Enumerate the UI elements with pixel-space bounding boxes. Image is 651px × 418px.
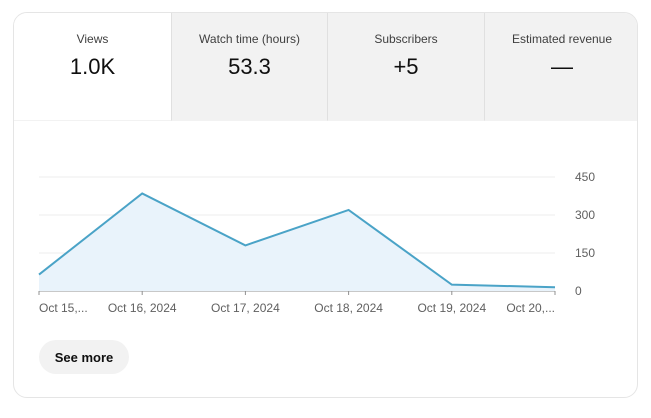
tab-subscribers-value: +5 xyxy=(393,54,419,79)
tab-views[interactable]: Views 1.0K xyxy=(14,13,171,121)
analytics-card: Views 1.0K Watch time (hours) 53.3 Subsc… xyxy=(13,12,638,398)
x-tick-label: Oct 20,... xyxy=(506,301,555,315)
views-line xyxy=(38,192,556,289)
see-more-button[interactable]: See more xyxy=(39,340,129,374)
tab-subscribers-label: Subscribers xyxy=(374,32,438,46)
x-tick-label: Oct 15,... xyxy=(39,301,88,315)
tab-subscribers[interactable]: Subscribers +5 xyxy=(327,13,484,121)
tab-views-label: Views xyxy=(76,32,109,46)
tab-watch-time-label: Watch time (hours) xyxy=(199,32,300,46)
x-tick-label: Oct 18, 2024 xyxy=(314,301,383,315)
x-tick-label: Oct 17, 2024 xyxy=(211,301,280,315)
y-tick-label: 300 xyxy=(575,208,595,222)
y-tick-label: 150 xyxy=(575,246,595,260)
tab-estimated-revenue-value: — xyxy=(551,54,573,79)
y-tick-label: 0 xyxy=(575,284,582,298)
x-tick-label: Oct 16, 2024 xyxy=(108,301,177,315)
tab-views-value: 1.0K xyxy=(69,54,116,79)
tab-watch-time-value: 53.3 xyxy=(228,54,271,79)
views-chart: 0 150 300 450 Oct 15,... Oct 16, 2024 Oct 17, … xyxy=(14,121,637,331)
tab-estimated-revenue[interactable]: Estimated revenue — xyxy=(484,13,637,121)
x-tick-label: Oct 19, 2024 xyxy=(417,301,486,315)
metric-tabs: Views 1.0K Watch time (hours) 53.3 Subsc… xyxy=(14,13,637,121)
views-chart-svg: 0 150 300 450 Oct 15,... Oct 16, 2024 Oct 17, … xyxy=(38,170,595,315)
tab-watch-time[interactable]: Watch time (hours) 53.3 xyxy=(171,13,327,121)
y-tick-label: 450 xyxy=(575,170,595,184)
views-area xyxy=(39,193,555,291)
tab-estimated-revenue-label: Estimated revenue xyxy=(511,32,613,46)
